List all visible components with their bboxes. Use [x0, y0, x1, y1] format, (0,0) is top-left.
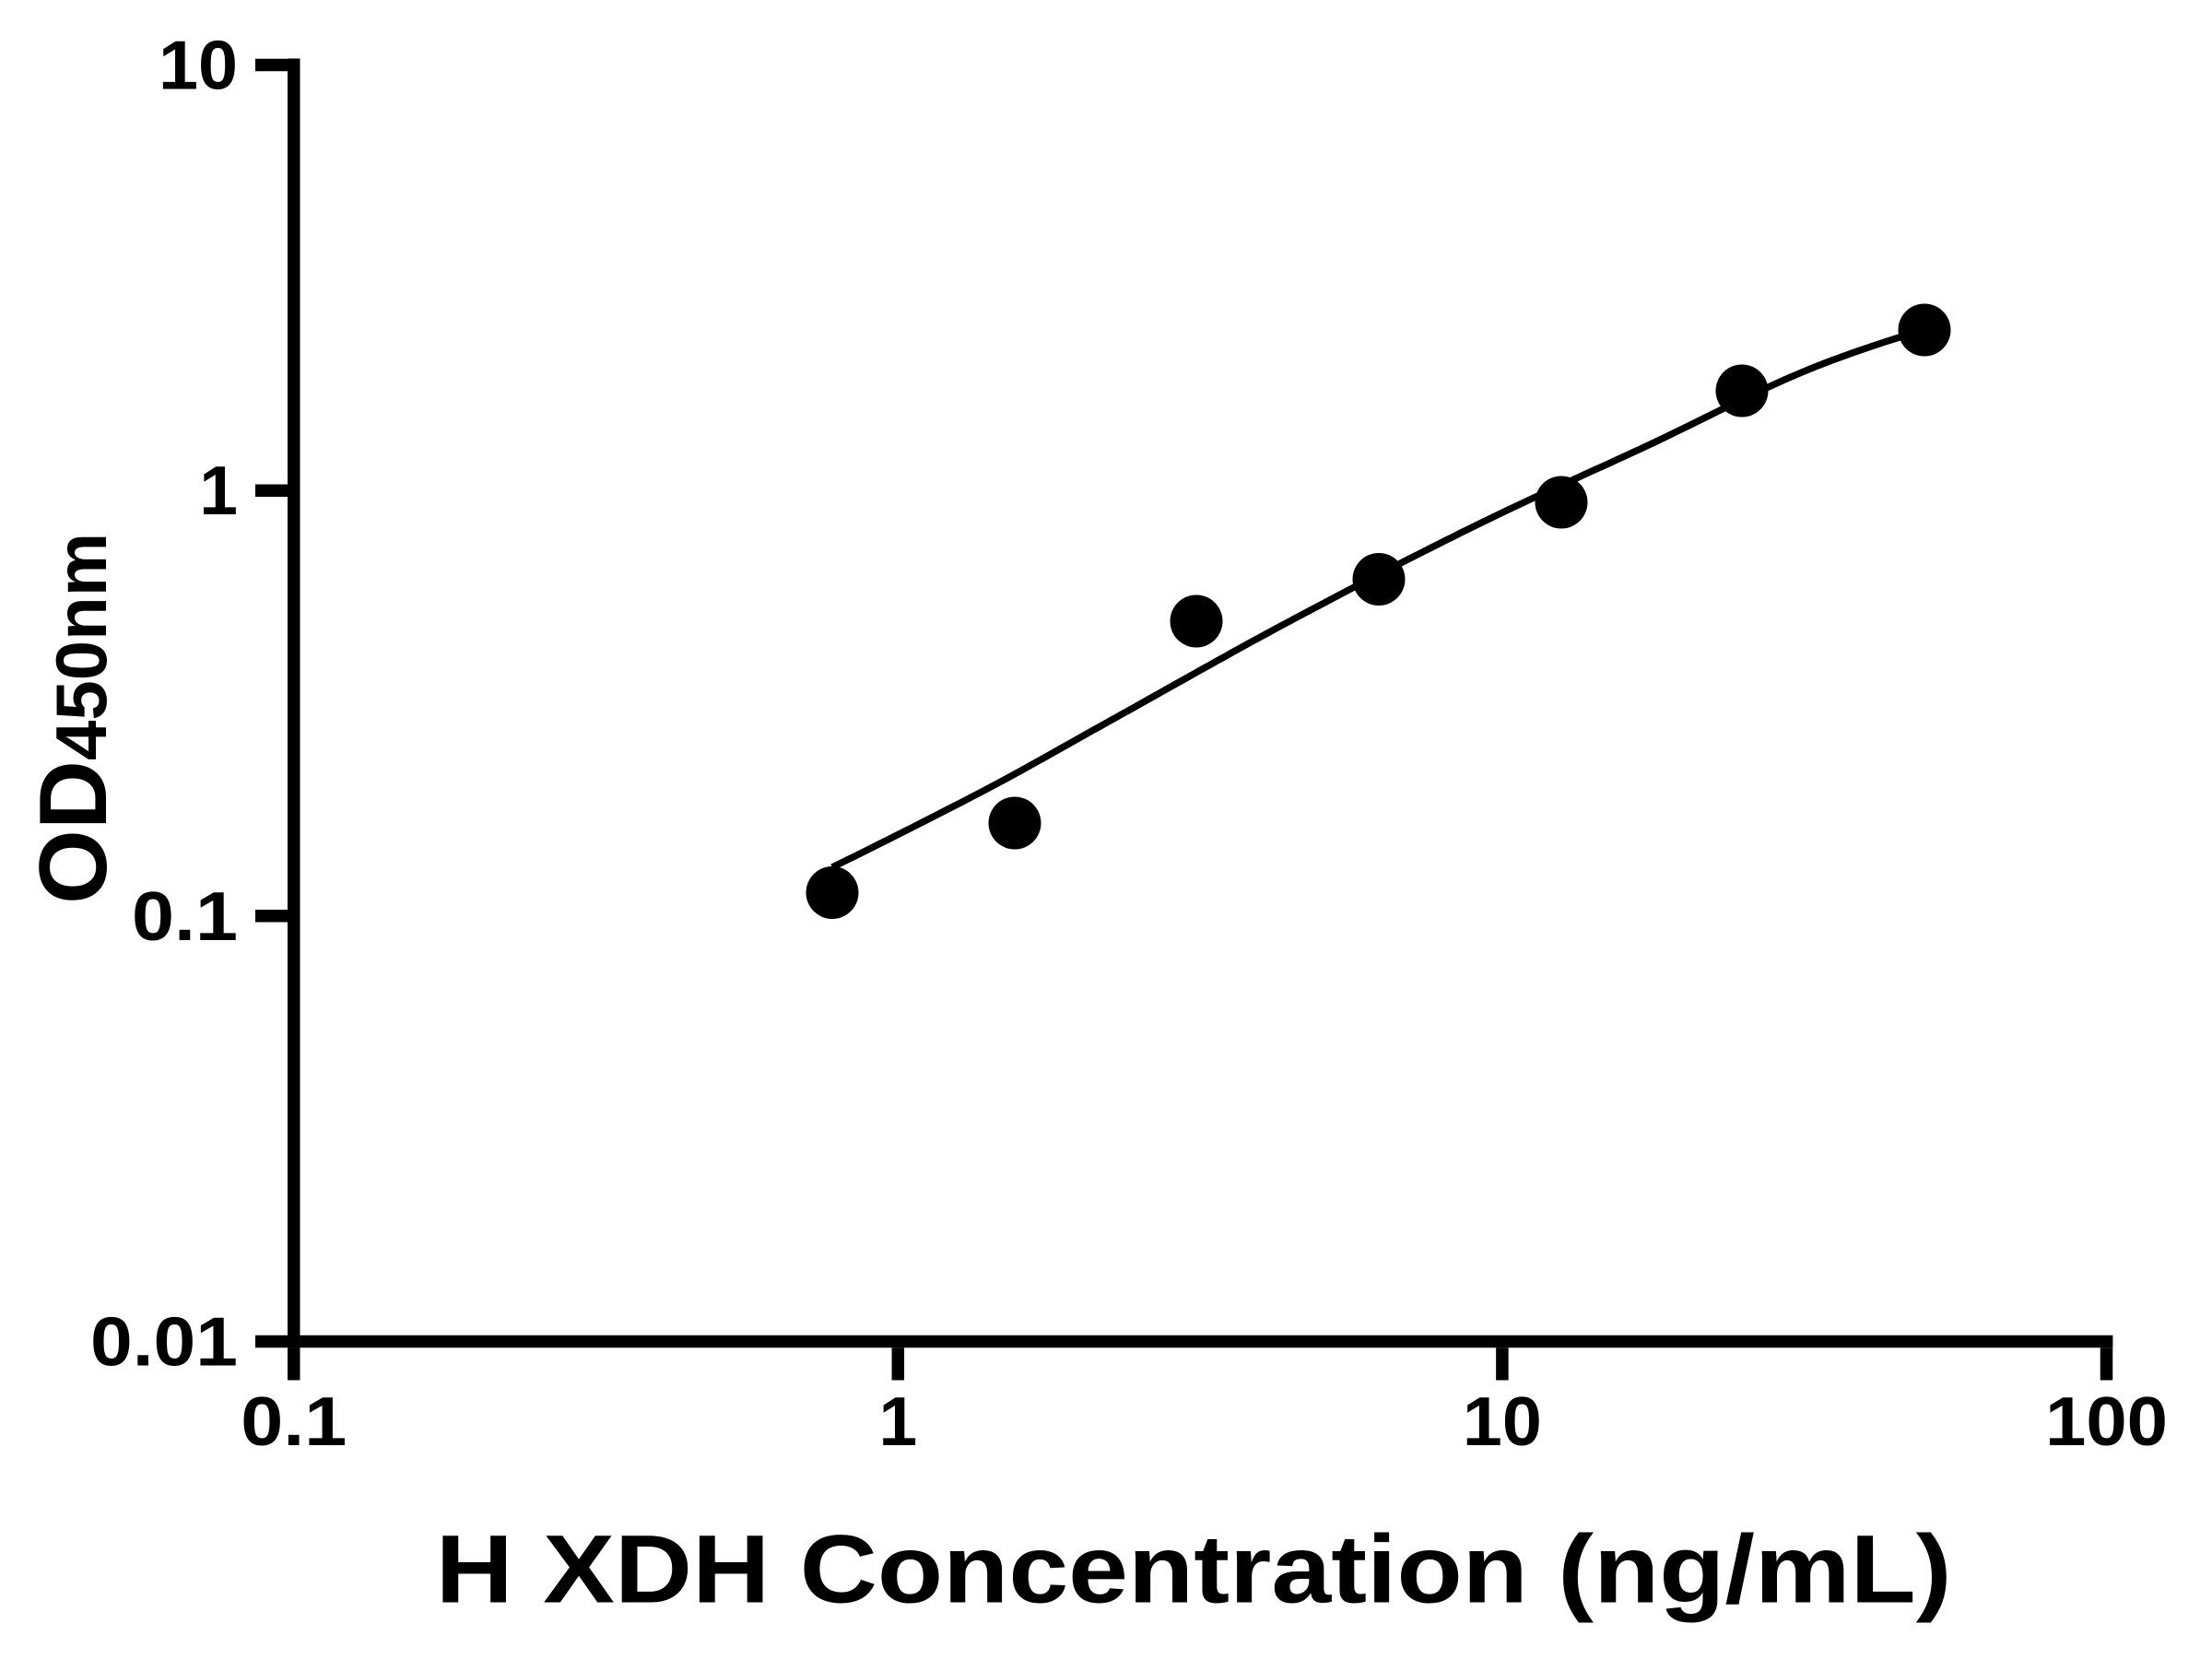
svg-text:100: 100	[2045, 1382, 2168, 1460]
svg-text:1: 1	[878, 1382, 917, 1460]
svg-text:0.1: 0.1	[241, 1382, 347, 1460]
svg-text:H XDH Concentration (ng/mL): H XDH Concentration (ng/mL)	[436, 1516, 1952, 1624]
svg-text:10: 10	[159, 27, 238, 104]
svg-text:0.01: 0.01	[90, 1303, 238, 1381]
svg-text:10: 10	[1463, 1382, 1542, 1460]
svg-text:0.1: 0.1	[132, 877, 238, 955]
svg-text:1: 1	[199, 452, 238, 529]
